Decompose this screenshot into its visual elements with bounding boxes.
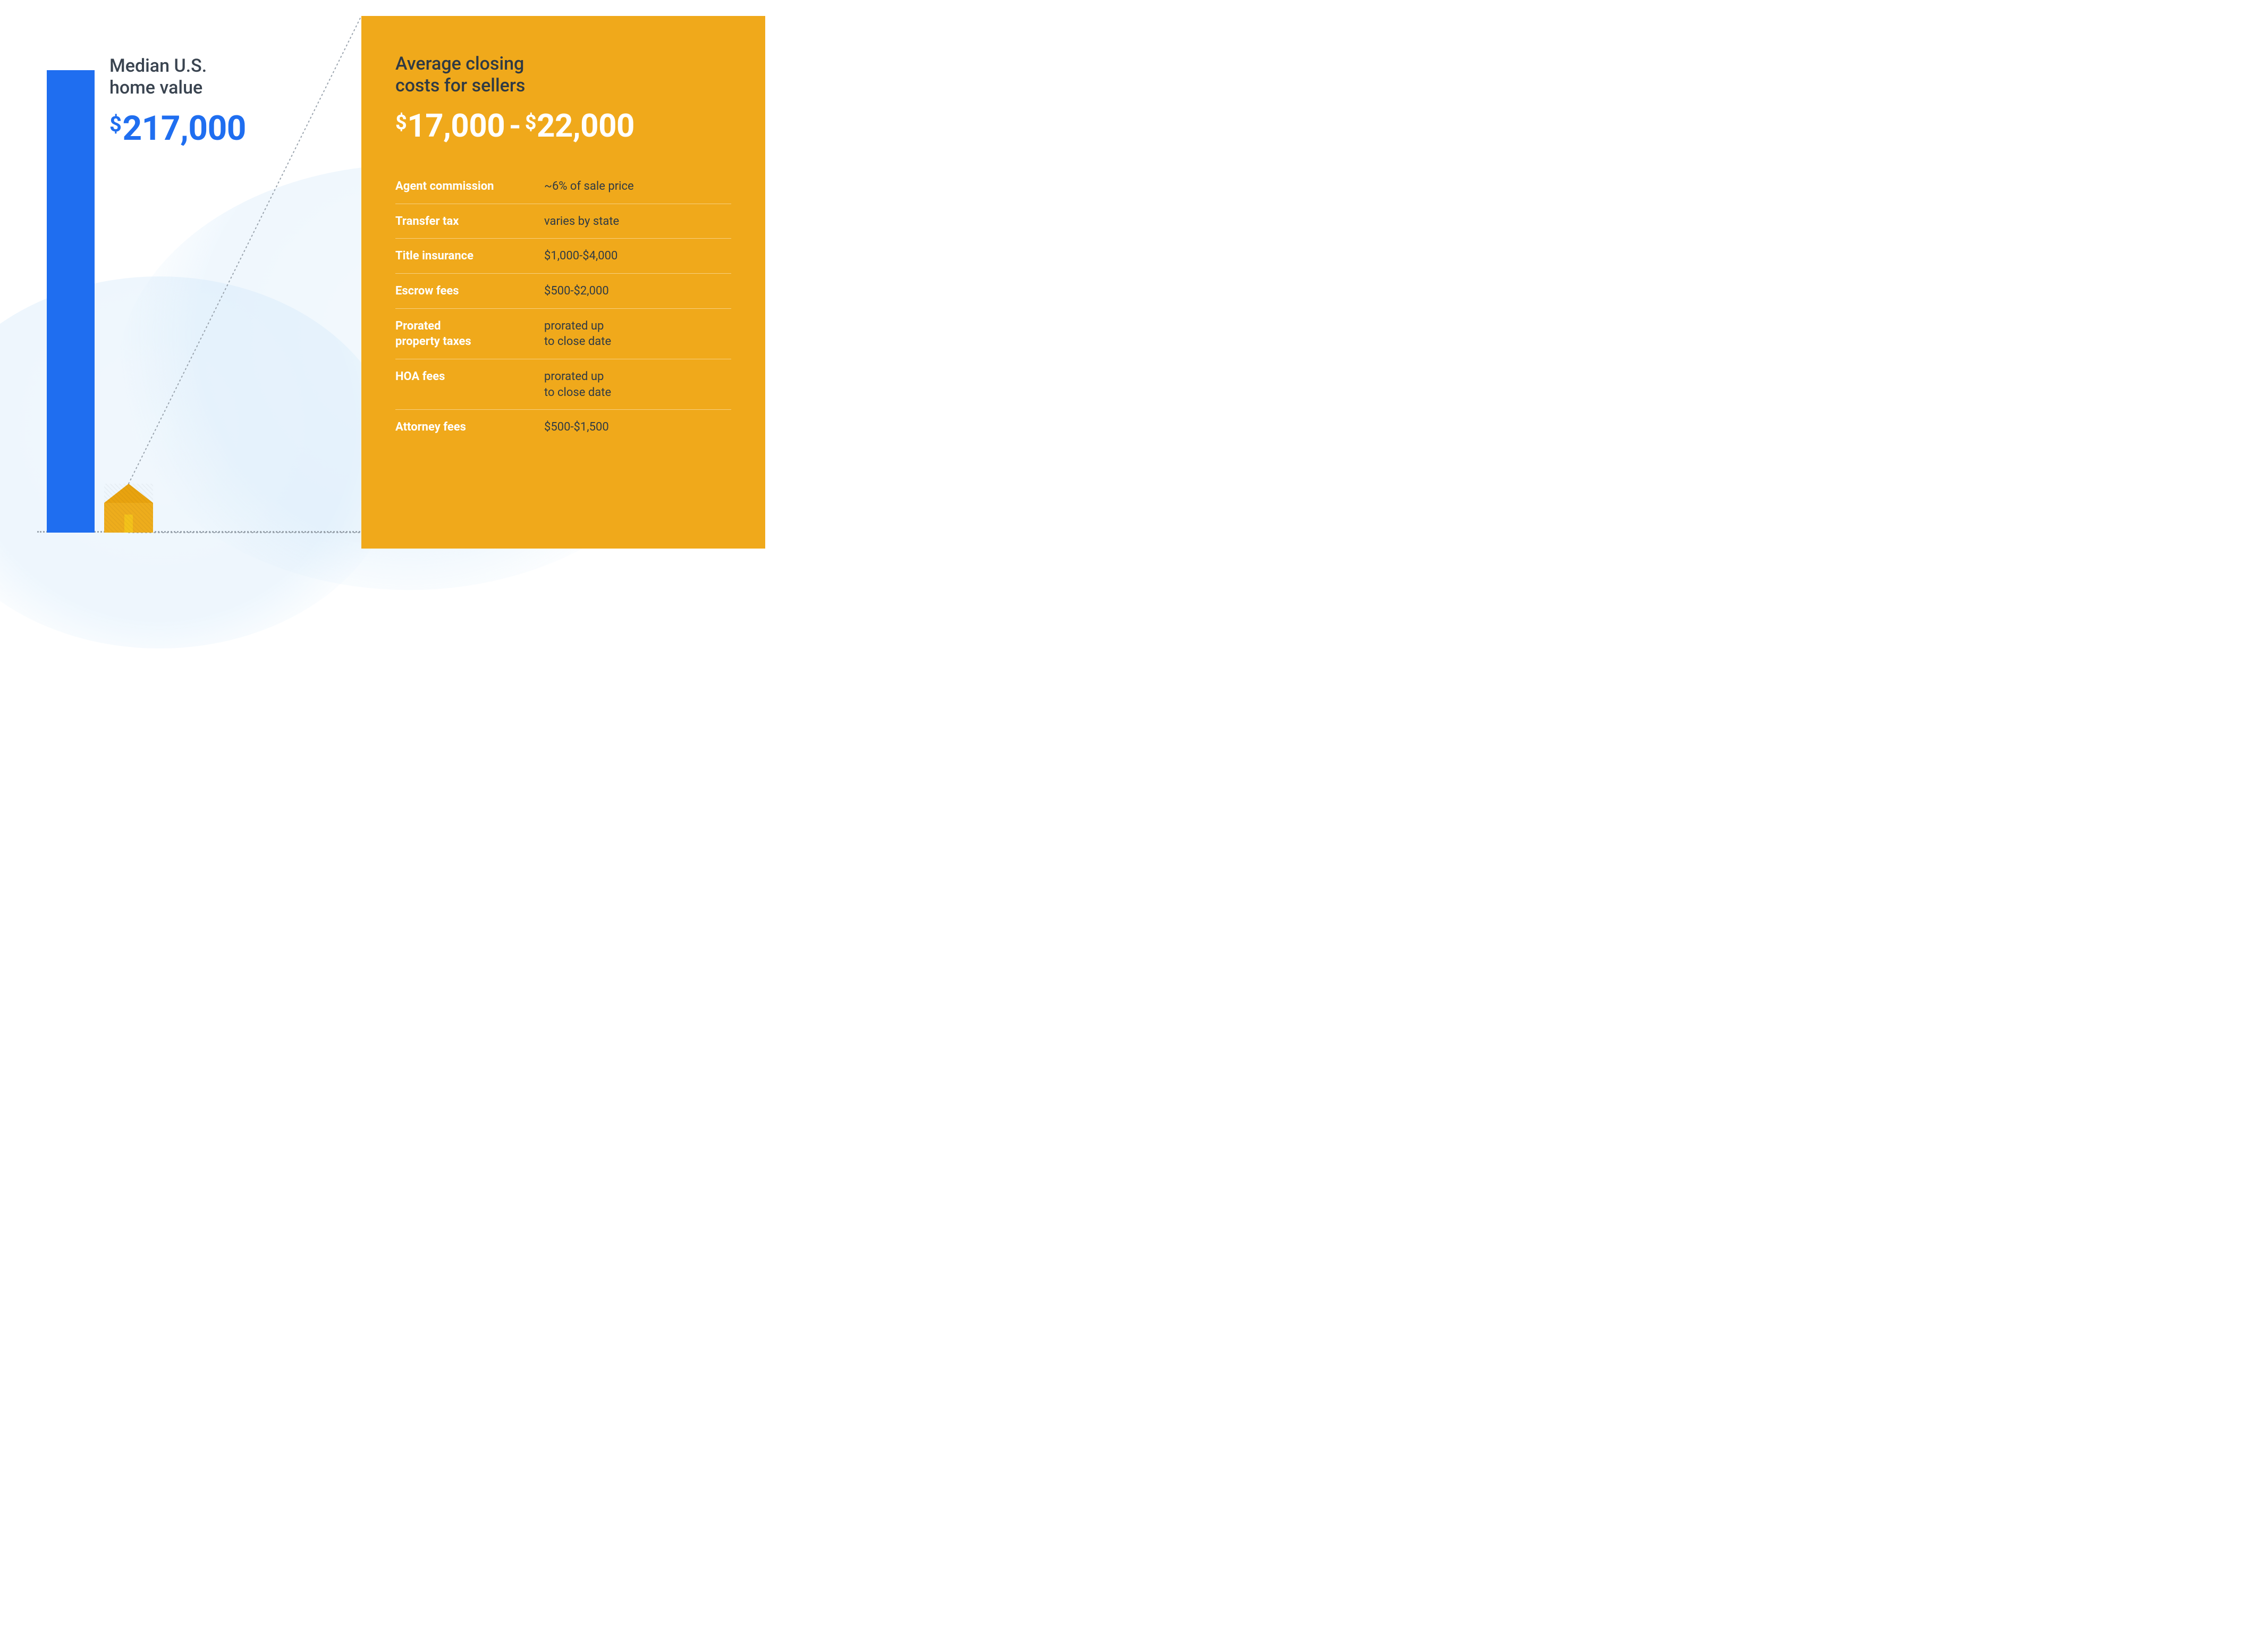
- range-dash: -: [509, 107, 521, 145]
- cost-label: Title insurance: [395, 248, 544, 264]
- cost-value: prorated upto close date: [544, 369, 731, 400]
- cost-label: Attorney fees: [395, 419, 544, 435]
- currency-symbol: $: [525, 111, 536, 134]
- cost-row: Agent commission ~6% of sale price: [395, 169, 731, 204]
- label-line: home value: [109, 77, 202, 98]
- cost-row: Title insurance $1,000-$4,000: [395, 239, 731, 274]
- house-icon: [104, 484, 153, 533]
- closing-costs-panel: Average closing costs for sellers $17,00…: [361, 16, 765, 549]
- range-low: 17,000: [407, 107, 505, 145]
- cost-value: prorated upto close date: [544, 318, 731, 350]
- median-home-value-label: Median U.S. home value: [109, 55, 246, 99]
- cost-row: Transfer tax varies by state: [395, 204, 731, 239]
- currency-symbol: $: [395, 111, 407, 134]
- label-line: Median U.S.: [109, 55, 207, 77]
- cost-value: ~6% of sale price: [544, 179, 731, 195]
- cost-value: $1,000-$4,000: [544, 248, 731, 264]
- closing-costs-range: $17,000-$22,000: [395, 107, 731, 145]
- range-high: 22,000: [537, 107, 634, 145]
- cost-value: $500-$1,500: [544, 419, 731, 435]
- cost-label: Transfer tax: [395, 214, 544, 230]
- infographic-canvas: Median U.S. home value $217,000 Average …: [0, 0, 765, 549]
- cost-label: HOA fees: [395, 369, 544, 385]
- value-number: 217,000: [122, 108, 246, 148]
- closing-costs-label: Average closing costs for sellers: [395, 53, 731, 97]
- cost-value: varies by state: [544, 214, 731, 230]
- cost-row: Proratedproperty taxes prorated upto clo…: [395, 309, 731, 359]
- currency-symbol: $: [109, 112, 121, 137]
- median-home-value-amount: $217,000: [109, 108, 246, 148]
- cost-row: Attorney fees $500-$1,500: [395, 410, 731, 444]
- median-home-value-block: Median U.S. home value $217,000: [109, 55, 246, 148]
- cost-label: Proratedproperty taxes: [395, 318, 544, 350]
- cost-label: Agent commission: [395, 179, 544, 195]
- label-line: costs for sellers: [395, 75, 525, 96]
- home-value-bar: [47, 70, 95, 533]
- label-line: Average closing: [395, 53, 524, 74]
- cost-row: HOA fees prorated upto close date: [395, 359, 731, 410]
- cost-row: Escrow fees $500-$2,000: [395, 274, 731, 309]
- cost-label: Escrow fees: [395, 283, 544, 299]
- closing-costs-breakdown: Agent commission ~6% of sale price Trans…: [395, 169, 731, 444]
- cost-value: $500-$2,000: [544, 283, 731, 299]
